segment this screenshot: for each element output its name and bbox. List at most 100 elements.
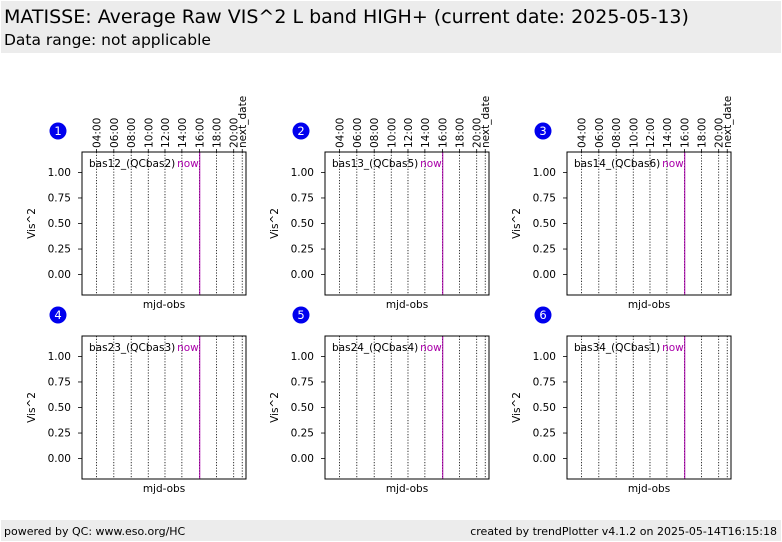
y-tick-label: 0.00	[48, 453, 71, 465]
y-tick-label: 0.25	[48, 244, 71, 256]
baseline-label: bas24_(QCbas4)	[332, 342, 418, 354]
y-tick-label: 0.50	[533, 402, 556, 414]
y-tick-label: 1.00	[48, 351, 71, 363]
panel-number: 1	[54, 124, 61, 138]
y-tick-label: 0.50	[48, 218, 71, 230]
now-label: now	[420, 342, 442, 354]
panel-number-badge	[292, 306, 310, 324]
plot-frame	[566, 335, 732, 480]
y-axis-label: Vis^2	[26, 208, 38, 239]
y-tick-label: 0.75	[533, 376, 556, 388]
plot-frame	[81, 335, 247, 480]
chart-panel-2: 0.00 0.25 0.50 0.75 1.00 Vis^2 mjd-obs 04:00 06:…	[269, 96, 492, 311]
y-tick-label: 0.75	[291, 376, 314, 388]
top-tick-label: 08:00	[126, 118, 138, 148]
y-tick-label: 0.00	[291, 453, 314, 465]
y-tick-label: 0.75	[48, 192, 71, 204]
top-tick-label: 12:00	[645, 118, 657, 148]
y-tick-label: 0.75	[533, 192, 556, 204]
top-tick-label: 12:00	[160, 118, 172, 148]
now-label: now	[662, 158, 684, 170]
page-subtitle: Data range: not applicable	[4, 31, 211, 49]
panel-number: 4	[54, 308, 61, 322]
plot-frame	[81, 151, 247, 296]
footer-credit: powered by QC: www.eso.org/HC	[4, 525, 186, 538]
x-axis-label: mjd-obs	[386, 483, 428, 495]
top-tick-label: next_date	[480, 96, 492, 148]
top-tick-label: 06:00	[109, 118, 121, 148]
top-tick-label: 14:00	[662, 118, 674, 148]
baseline-label: bas13_(QCbas5)	[332, 158, 418, 170]
panel-number: 2	[297, 124, 304, 138]
top-tick-label: 16:00	[679, 118, 691, 148]
chart-panel-6: 0.00 0.25 0.50 0.75 1.00 Vis^2 mjd-obs bas34_(Q…	[511, 306, 732, 495]
y-tick-label: 0.50	[291, 218, 314, 230]
y-axis-label: Vis^2	[269, 208, 281, 239]
page-title: MATISSE: Average Raw VIS^2 L band HIGH+ …	[4, 6, 689, 28]
y-axis-label: Vis^2	[269, 392, 281, 423]
plot-frame	[566, 151, 732, 296]
y-tick-label: 0.25	[48, 428, 71, 440]
top-tick-label: 04:00	[576, 118, 588, 148]
y-tick-label: 0.00	[533, 453, 556, 465]
x-axis-label: mjd-obs	[628, 299, 670, 311]
top-tick-label: 10:00	[386, 118, 398, 148]
y-tick-label: 0.75	[291, 192, 314, 204]
y-tick-label: 0.50	[48, 402, 71, 414]
top-tick-label: 12:00	[403, 118, 415, 148]
chart-panel-4: 0.00 0.25 0.50 0.75 1.00 Vis^2 mjd-obs bas23_(Q…	[26, 306, 247, 495]
y-tick-label: 1.00	[291, 351, 314, 363]
y-tick-label: 0.25	[533, 428, 556, 440]
top-tick-label: 20:00	[229, 118, 241, 148]
y-tick-label: 0.50	[533, 218, 556, 230]
top-tick-label: 18:00	[211, 118, 223, 148]
top-tick-label: 16:00	[194, 118, 206, 148]
panel-number-badge	[534, 122, 552, 140]
baseline-label: bas12_(QCbas2)	[89, 158, 175, 170]
top-tick-label: 20:00	[472, 118, 484, 148]
y-tick-label: 0.25	[533, 244, 556, 256]
panel-number: 6	[539, 308, 546, 322]
footer-created-by: created by trendPlotter v4.1.2 on 2025-0…	[470, 525, 777, 538]
x-axis-label: mjd-obs	[143, 299, 185, 311]
top-tick-label: 08:00	[611, 118, 623, 148]
footer-band	[1, 520, 781, 541]
y-tick-label: 1.00	[291, 167, 314, 179]
chart-panel-3: 0.00 0.25 0.50 0.75 1.00 Vis^2 mjd-obs 04:00 06:…	[511, 96, 734, 311]
chart-panel-1: 0.00 0.25 0.50 0.75 1.00 Vis^2 mjd-obs 04:00 06:…	[26, 96, 249, 311]
now-label: now	[420, 158, 442, 170]
panel-number: 5	[297, 308, 304, 322]
y-tick-label: 0.00	[291, 269, 314, 281]
y-tick-label: 1.00	[48, 167, 71, 179]
top-tick-label: 06:00	[594, 118, 606, 148]
top-tick-label: 18:00	[696, 118, 708, 148]
top-tick-label: 14:00	[420, 118, 432, 148]
x-axis-label: mjd-obs	[386, 299, 428, 311]
top-tick-label: 16:00	[437, 118, 449, 148]
top-tick-label: 04:00	[91, 118, 103, 148]
plot-frame	[324, 335, 490, 480]
y-axis-label: Vis^2	[511, 392, 523, 423]
top-tick-label: 10:00	[143, 118, 155, 148]
x-axis-label: mjd-obs	[628, 483, 670, 495]
plot-frame	[324, 151, 490, 296]
top-tick-label: 06:00	[352, 118, 364, 148]
panel-number: 3	[539, 124, 546, 138]
panel-number-badge	[292, 122, 310, 140]
y-tick-label: 0.25	[291, 428, 314, 440]
x-axis-label: mjd-obs	[143, 483, 185, 495]
top-tick-label: 10:00	[628, 118, 640, 148]
y-tick-label: 0.00	[533, 269, 556, 281]
top-tick-label: 08:00	[369, 118, 381, 148]
now-label: now	[177, 342, 199, 354]
y-tick-label: 0.50	[291, 402, 314, 414]
now-label: now	[177, 158, 199, 170]
y-tick-label: 1.00	[533, 167, 556, 179]
top-tick-label: 20:00	[714, 118, 726, 148]
top-tick-label: 18:00	[454, 118, 466, 148]
top-tick-label: 04:00	[334, 118, 346, 148]
top-tick-label: next_date	[237, 96, 249, 148]
chart-panel-5: 0.00 0.25 0.50 0.75 1.00 Vis^2 mjd-obs bas24_(Q…	[269, 306, 490, 495]
y-tick-label: 0.75	[48, 376, 71, 388]
